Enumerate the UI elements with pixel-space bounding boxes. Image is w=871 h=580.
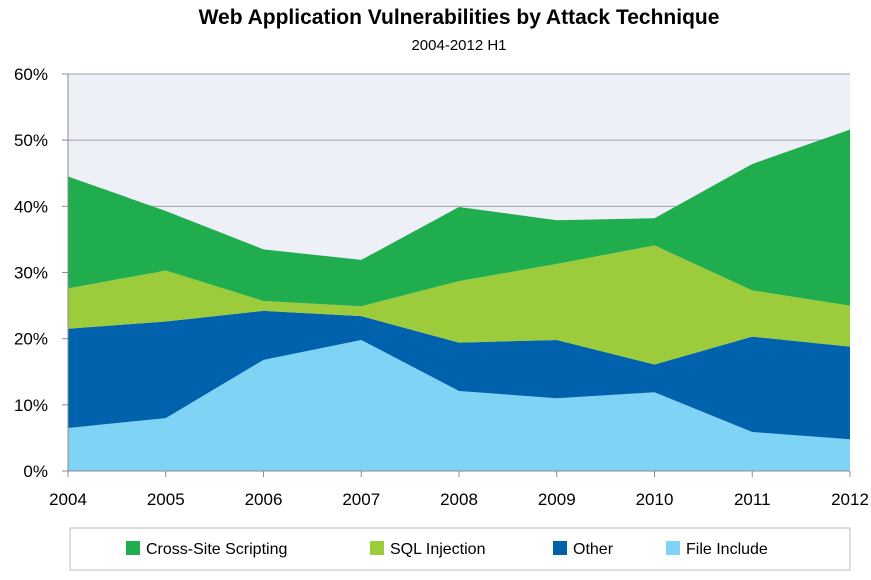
legend-box <box>69 527 851 571</box>
legend-item-other: Other <box>553 541 614 558</box>
x-tick-label: 2011 <box>734 490 771 509</box>
y-tick-label: 50% <box>14 131 48 150</box>
y-axis: 0% 10% 20% 30% 40% 50% 60% <box>14 65 69 481</box>
area-other <box>68 310 850 440</box>
legend-item-cross-site-scripting: Cross-Site Scripting <box>126 541 287 558</box>
y-tick-label: 20% <box>14 330 48 349</box>
x-tick-label: 2007 <box>342 490 380 509</box>
legend-swatch <box>126 541 140 555</box>
legend-item-sql-injection: SQL Injection <box>370 541 485 558</box>
legend-label: Other <box>573 541 614 558</box>
x-tick-label: 2005 <box>147 490 185 509</box>
legend-swatch <box>666 541 680 555</box>
area-cross-site-scripting <box>68 129 850 307</box>
x-tick-label: 2010 <box>636 490 674 509</box>
x-tick-label: 2006 <box>245 490 283 509</box>
y-tick-label: 60% <box>14 65 48 84</box>
legend: Cross-Site Scripting SQL Injection Other Fi… <box>69 527 851 571</box>
chart-title: Web Application Vulnerabilities by Attac… <box>199 6 720 29</box>
y-tick-label: 40% <box>14 197 48 216</box>
legend-label: SQL Injection <box>390 541 485 558</box>
legend-label: Cross-Site Scripting <box>146 541 287 558</box>
x-axis: 2004 2005 2006 2007 2008 2009 2010 2011 2012 <box>49 470 869 509</box>
y-tick-label: 0% <box>23 462 48 481</box>
y-tick-label: 30% <box>14 264 48 283</box>
x-tick-label: 2008 <box>440 490 478 509</box>
x-tick-label: 2012 <box>831 490 869 509</box>
legend-label: File Include <box>686 541 768 558</box>
y-tick-label: 10% <box>14 396 48 415</box>
x-tick-label: 2009 <box>538 490 576 509</box>
area-file-include <box>68 339 850 471</box>
stacked-areas <box>68 129 850 471</box>
x-tick-label: 2004 <box>49 490 87 509</box>
legend-item-file-include: File Include <box>666 541 768 558</box>
legend-swatch <box>370 541 384 555</box>
area-sql-injection <box>68 245 850 365</box>
chart-subtitle: 2004-2012 H1 <box>411 37 506 54</box>
legend-swatch <box>553 541 567 555</box>
